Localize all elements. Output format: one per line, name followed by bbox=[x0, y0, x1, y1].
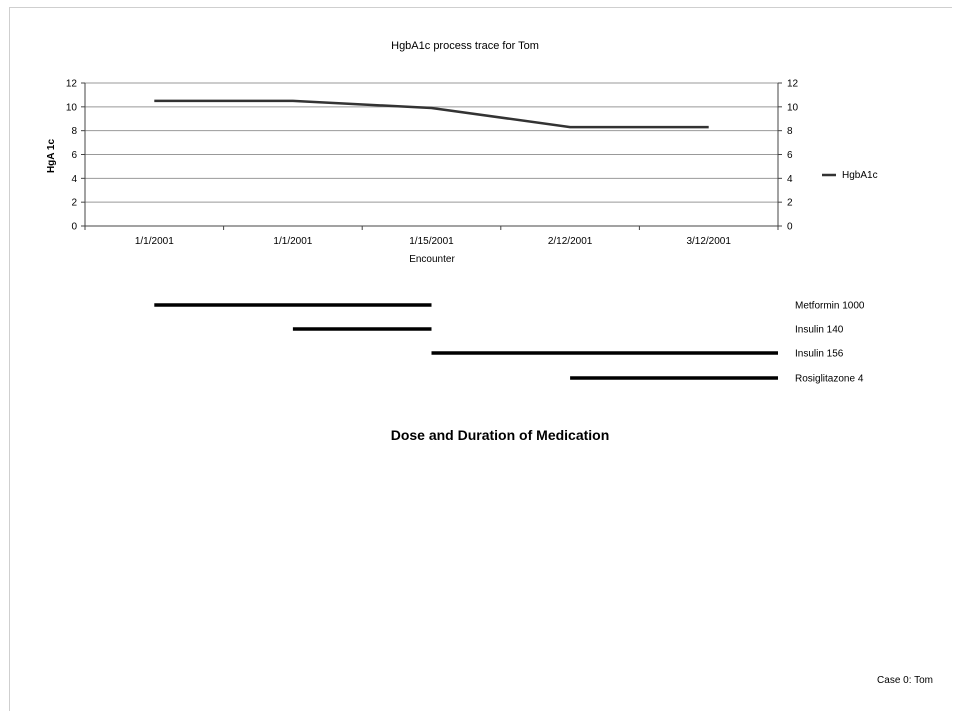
y-tick-label-right: 8 bbox=[787, 126, 793, 137]
x-tick-label: 3/12/2001 bbox=[686, 236, 731, 247]
y-tick-label-right: 0 bbox=[787, 222, 793, 233]
case-label: Case 0: Tom bbox=[877, 675, 933, 686]
legend-label-hgba1c: HgbA1c bbox=[842, 170, 878, 181]
y-tick-label-left: 12 bbox=[66, 79, 78, 90]
y-tick-label-left: 0 bbox=[71, 222, 77, 233]
y-tick-label-left: 6 bbox=[71, 150, 77, 161]
page-frame bbox=[9, 7, 952, 711]
medication-label: Insulin 140 bbox=[795, 325, 844, 336]
y-tick-label-right: 6 bbox=[787, 150, 793, 161]
chart-title: HgbA1c process trace for Tom bbox=[391, 40, 539, 52]
hgba1c-line-chart: HgbA1c process trace for Tom 0 2 4 6 8 10 12 0… bbox=[46, 40, 878, 265]
medication-duration-chart: Metformin 1000 Insulin 140 Insulin 156 Rosi… bbox=[154, 301, 865, 385]
x-tick-label: 1/1/2001 bbox=[135, 236, 174, 247]
y-tick-label-right: 10 bbox=[787, 102, 799, 113]
axes bbox=[81, 82, 782, 230]
y-tick-label-right: 12 bbox=[787, 79, 799, 90]
medication-label: Rosiglitazone 4 bbox=[795, 374, 864, 385]
legend: HgbA1c bbox=[822, 170, 878, 181]
y-tick-label-left: 4 bbox=[71, 174, 77, 185]
x-tick-label: 1/1/2001 bbox=[273, 236, 312, 247]
x-tick-label: 2/12/2001 bbox=[548, 236, 593, 247]
x-axis-title: Encounter bbox=[409, 254, 455, 265]
y-axis-title: HgA 1c bbox=[46, 139, 57, 174]
y-axis-right-ticks: 0 2 4 6 8 10 12 bbox=[787, 79, 799, 233]
medication-section-title: Dose and Duration of Medication bbox=[390, 427, 610, 443]
y-tick-label-left: 2 bbox=[71, 198, 77, 209]
x-tick-label: 1/15/2001 bbox=[409, 236, 454, 247]
y-tick-label-right: 4 bbox=[787, 174, 793, 185]
y-tick-label-right: 2 bbox=[787, 198, 793, 209]
x-axis-ticks: 1/1/2001 1/1/2001 1/15/2001 2/12/2001 3/12/2… bbox=[135, 236, 732, 247]
y-axis-left-ticks: 0 2 4 6 8 10 12 bbox=[66, 79, 78, 233]
y-tick-label-left: 8 bbox=[71, 126, 77, 137]
y-tick-label-left: 10 bbox=[66, 102, 78, 113]
medication-label: Metformin 1000 bbox=[795, 301, 865, 312]
series-line-hgba1c bbox=[154, 99, 709, 129]
medication-label: Insulin 156 bbox=[795, 349, 844, 360]
